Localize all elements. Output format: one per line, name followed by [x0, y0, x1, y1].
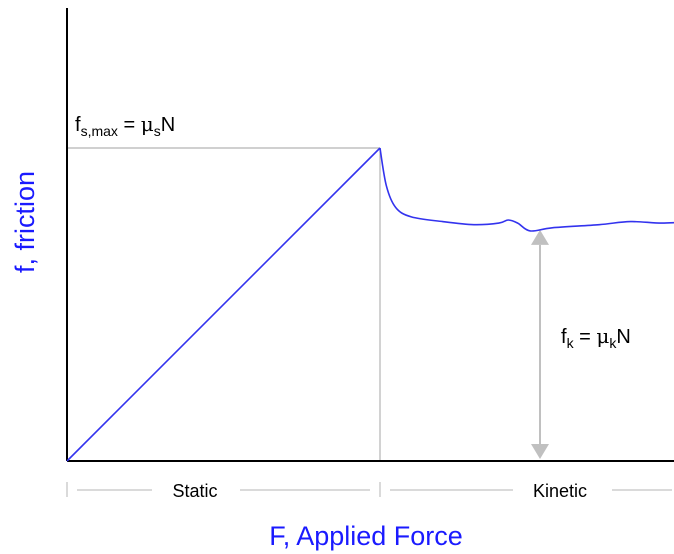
fs-max-prefix: f — [75, 114, 81, 136]
fk-prefix: f — [561, 326, 567, 348]
fs-max-mu: μ — [141, 112, 154, 136]
fs-max-label: fs,max = μsN — [75, 112, 175, 139]
region-label-static: Static — [172, 481, 217, 501]
fk-subscript: k — [567, 335, 575, 351]
fk-suffix: N — [616, 326, 630, 348]
y-axis-label: f, friction — [10, 171, 40, 273]
fs-max-subscript: s,max — [81, 123, 118, 139]
fs-max-mu-subscript: s — [154, 123, 161, 139]
x-axis-label: F, Applied Force — [269, 521, 463, 551]
fk-arrow-head-top — [531, 229, 549, 245]
region-label-kinetic: Kinetic — [533, 481, 587, 501]
static-friction-line — [66, 147, 381, 462]
fk-equals: = — [574, 326, 597, 348]
fs-max-suffix: N — [161, 114, 175, 136]
fk-mu: μ — [596, 324, 609, 348]
fk-mu-subscript: k — [609, 335, 617, 351]
kinetic-friction-curve — [379, 147, 674, 232]
fs-max-equals: = — [118, 114, 141, 136]
fk-arrow-head-bottom — [531, 444, 549, 459]
region-bar: Static Kinetic — [66, 481, 672, 501]
fk-label: fk = μkN — [561, 324, 631, 351]
